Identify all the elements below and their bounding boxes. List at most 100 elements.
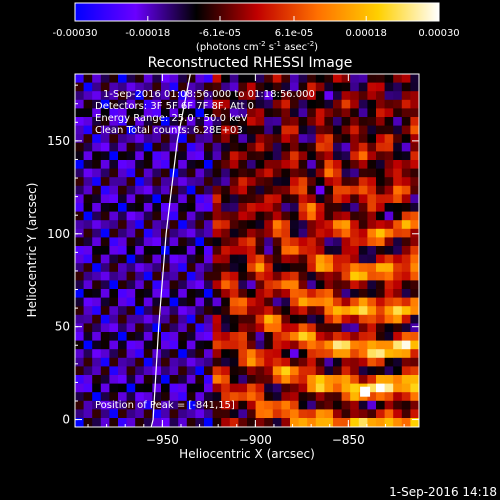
heatmap-cell xyxy=(298,297,308,307)
heatmap-cell xyxy=(169,340,179,350)
heatmap-cell xyxy=(143,332,153,342)
heatmap-cell xyxy=(307,254,317,264)
heatmap-cell xyxy=(410,185,419,195)
heatmap-cell xyxy=(410,263,419,273)
heatmap-cell xyxy=(298,134,308,144)
heatmap-cell xyxy=(118,228,128,238)
heatmap-cell xyxy=(247,400,257,410)
heatmap-cell xyxy=(238,314,248,324)
heatmap-cell xyxy=(367,349,377,359)
heatmap-cell xyxy=(367,99,377,109)
heatmap-cell xyxy=(333,185,343,195)
heatmap-cell xyxy=(126,211,136,221)
heatmap-cell xyxy=(143,160,153,170)
heatmap-cell xyxy=(195,211,205,221)
heatmap-cell xyxy=(281,228,291,238)
heatmap-cell xyxy=(264,194,274,204)
heatmap-cell xyxy=(75,280,85,290)
heatmap-cell xyxy=(376,357,386,367)
heatmap-cell xyxy=(298,332,308,342)
heatmap-cell xyxy=(401,383,411,393)
heatmap-cell xyxy=(195,82,205,92)
heatmap-cell xyxy=(195,400,205,410)
heatmap-cell xyxy=(143,280,153,290)
heatmap-cell xyxy=(255,237,265,247)
heatmap-cell xyxy=(307,289,317,299)
heatmap-cell xyxy=(186,289,196,299)
heatmap-cell xyxy=(307,323,317,333)
heatmap-cell xyxy=(186,323,196,333)
heatmap-cell xyxy=(290,400,300,410)
heatmap-cell xyxy=(255,134,265,144)
heatmap-cell xyxy=(169,151,179,161)
heatmap-cell xyxy=(75,168,85,178)
heatmap-cell xyxy=(367,151,377,161)
heatmap-cell xyxy=(212,177,222,187)
heatmap-cell xyxy=(152,332,162,342)
heatmap-cell xyxy=(92,409,102,419)
heatmap-cell xyxy=(238,289,248,299)
heatmap-cell xyxy=(195,289,205,299)
heatmap-cell xyxy=(341,323,351,333)
heatmap-cell xyxy=(143,125,153,135)
heatmap-cell xyxy=(118,263,128,273)
heatmap-cell xyxy=(341,254,351,264)
heatmap-cell xyxy=(410,177,419,187)
heatmap-cell xyxy=(401,91,411,101)
heatmap-cell xyxy=(290,74,300,84)
heatmap-cell xyxy=(307,392,317,402)
heatmap-cell xyxy=(247,151,257,161)
heatmap-cell xyxy=(229,74,239,84)
heatmap-cell xyxy=(367,220,377,230)
heatmap-cell xyxy=(238,246,248,256)
heatmap-cell xyxy=(281,134,291,144)
heatmap-cell xyxy=(75,297,85,307)
heatmap-cell xyxy=(143,228,153,238)
heatmap-cell xyxy=(255,177,265,187)
heatmap-cell xyxy=(307,82,317,92)
heatmap-cell xyxy=(126,99,136,109)
heatmap-cell xyxy=(350,357,360,367)
heatmap-cell xyxy=(333,194,343,204)
heatmap-cell xyxy=(143,349,153,359)
heatmap-cell xyxy=(186,82,196,92)
heatmap-cell xyxy=(410,383,419,393)
heatmap-cell xyxy=(83,228,93,238)
heatmap-cell xyxy=(75,340,85,350)
heatmap-cell xyxy=(358,160,368,170)
heatmap-cell xyxy=(118,160,128,170)
heatmap-cell xyxy=(212,271,222,281)
heatmap-cell xyxy=(393,237,403,247)
heatmap-cell xyxy=(100,74,110,84)
heatmap-cell xyxy=(393,168,403,178)
heatmap-cell xyxy=(384,125,394,135)
heatmap-cell xyxy=(376,228,386,238)
heatmap-cell xyxy=(333,151,343,161)
annotation-clean-counts: Clean Total counts: 6.28E+03 xyxy=(95,125,243,136)
heatmap-cell xyxy=(290,366,300,376)
heatmap-cell xyxy=(290,289,300,299)
heatmap-cell xyxy=(212,418,222,427)
heatmap-cell xyxy=(272,323,282,333)
heatmap-cell xyxy=(126,366,136,376)
heatmap-cell xyxy=(264,237,274,247)
heatmap-cell xyxy=(307,418,317,427)
heatmap-cell xyxy=(350,246,360,256)
heatmap-cell xyxy=(367,203,377,213)
heatmap-cell xyxy=(307,211,317,221)
heatmap-cell xyxy=(161,409,171,419)
heatmap-cell xyxy=(161,211,171,221)
heatmap-cell xyxy=(272,375,282,385)
heatmap-cell xyxy=(186,392,196,402)
heatmap-cell xyxy=(324,211,334,221)
heatmap-cell xyxy=(221,375,231,385)
annotation-time-range: 1-Sep-2016 01:08:56.000 to 01:18:56.000 xyxy=(103,89,315,100)
heatmap-cell xyxy=(169,332,179,342)
heatmap-cell xyxy=(229,383,239,393)
heatmap-cell xyxy=(135,400,145,410)
heatmap-cell xyxy=(143,211,153,221)
heatmap-cell xyxy=(401,349,411,359)
heatmap-cell xyxy=(401,151,411,161)
heatmap-cell xyxy=(143,117,153,127)
heatmap-cell xyxy=(195,375,205,385)
